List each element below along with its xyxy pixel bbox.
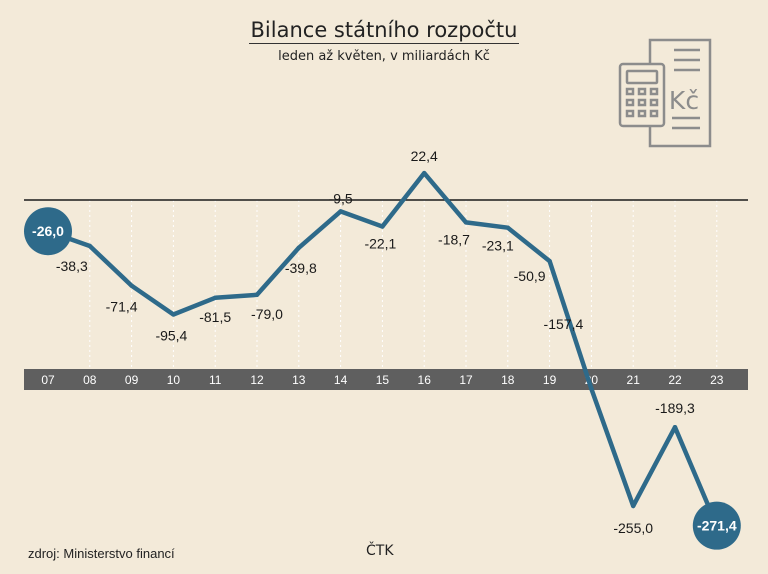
x-tick-label-12: 12 [250, 373, 264, 387]
data-label-16: 22,4 [411, 148, 438, 164]
marker-layer [24, 170, 741, 550]
data-label-17: -18,7 [438, 231, 470, 247]
data-point-21 [631, 503, 636, 509]
data-label-15: -22,1 [364, 236, 396, 252]
data-label-21: -255,0 [613, 520, 653, 536]
data-point-11 [213, 295, 218, 300]
grid-layer [89, 200, 718, 369]
x-tick-label-10: 10 [167, 373, 181, 387]
x-tick-label-09: 09 [125, 373, 139, 387]
data-point-22 [672, 424, 678, 430]
highlight-marker-07 [24, 207, 72, 256]
data-point-14 [338, 209, 343, 214]
x-tick-label-07: 07 [41, 373, 55, 387]
chart-title: Bilance státního rozpočtu [248, 18, 520, 44]
data-point-20 [589, 386, 594, 392]
data-label-18: -23,1 [482, 238, 514, 254]
data-point-10 [171, 312, 176, 317]
x-tick-label-21: 21 [627, 373, 641, 387]
source-note: zdroj: Ministerstvo financí [28, 546, 175, 561]
agency-credit: ČTK [366, 543, 394, 559]
data-label-11: -81,5 [199, 309, 231, 325]
x-tick-label-17: 17 [459, 373, 473, 387]
x-tick-label-11: 11 [209, 373, 222, 387]
data-point-15 [380, 224, 385, 229]
data-label-08: -38,3 [56, 258, 88, 274]
data-label-09: -71,4 [106, 299, 138, 315]
data-label-10: -95,4 [155, 327, 187, 343]
data-label-13: -39,8 [285, 260, 317, 276]
x-tick-label-23: 23 [710, 373, 724, 387]
x-tick-label-19: 19 [543, 373, 557, 387]
data-point-13 [296, 245, 301, 250]
data-label-19: -50,9 [514, 268, 546, 284]
x-tick-label-15: 15 [376, 373, 390, 387]
axis-band-background [24, 369, 748, 390]
x-tick-label-16: 16 [418, 373, 432, 387]
data-point-08 [87, 243, 93, 249]
label-layer: -26,0 -38,3 -71,4 -95,4 -81,5 -79,0 -39,8 -9,5 -… [32, 148, 737, 536]
data-point-18 [505, 225, 510, 230]
chart-subtitle: leden až květen, v miliardách Kč [278, 49, 490, 64]
calculator-document-icon: Kč [618, 38, 712, 148]
data-label-12: -79,0 [251, 306, 283, 322]
data-point-16 [422, 170, 427, 176]
x-tick-label-14: 14 [334, 373, 348, 387]
data-point-19 [547, 258, 552, 264]
x-axis-band: 07 08 09 10 11 12 13 14 15 16 17 18 19 20 21 22 23 [24, 369, 748, 390]
data-label-14: -9,5 [329, 190, 353, 206]
data-point-09 [129, 283, 134, 288]
data-label-22: -189,3 [655, 400, 695, 416]
x-tick-label-08: 08 [83, 373, 97, 387]
x-tick-label-22: 22 [668, 373, 682, 387]
data-point-17 [463, 220, 469, 225]
data-point-12 [254, 292, 260, 297]
icon-currency-label: Kč [669, 86, 699, 115]
data-label-20: -157,4 [544, 316, 584, 332]
data-label-07: -26,0 [32, 223, 64, 239]
highlight-marker-23 [692, 501, 741, 550]
x-tick-label-18: 18 [501, 373, 515, 387]
data-label-23: -271,4 [697, 518, 737, 534]
x-tick-label-13: 13 [292, 373, 306, 387]
